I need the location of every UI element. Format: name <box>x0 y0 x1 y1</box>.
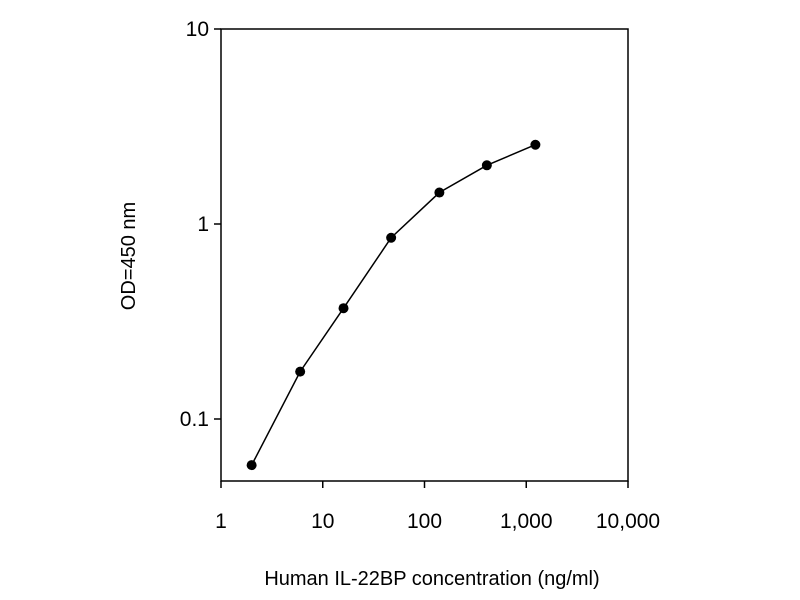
x-tick-label: 10,000 <box>596 510 660 533</box>
y-tick-label: 10 <box>186 18 209 41</box>
series-line <box>250 144 536 466</box>
y-axis-title: OD=450 nm <box>118 202 140 310</box>
data-point <box>530 139 541 150</box>
data-point <box>434 187 445 198</box>
plot-frame <box>220 28 629 482</box>
x-tick-label: 1,000 <box>500 510 553 533</box>
y-tick-label: 0.1 <box>180 408 209 431</box>
x-tick-label: 100 <box>407 510 442 533</box>
data-point <box>246 460 257 471</box>
x-tick-label: 10 <box>311 510 334 533</box>
y-tick-label: 1 <box>197 213 209 236</box>
data-point <box>338 303 349 314</box>
data-point <box>386 232 397 243</box>
x-axis-title: Human IL-22BP concentration (ng/ml) <box>264 568 599 590</box>
x-tick-label: 1 <box>215 510 227 533</box>
data-point <box>481 160 492 171</box>
data-point <box>295 366 306 377</box>
